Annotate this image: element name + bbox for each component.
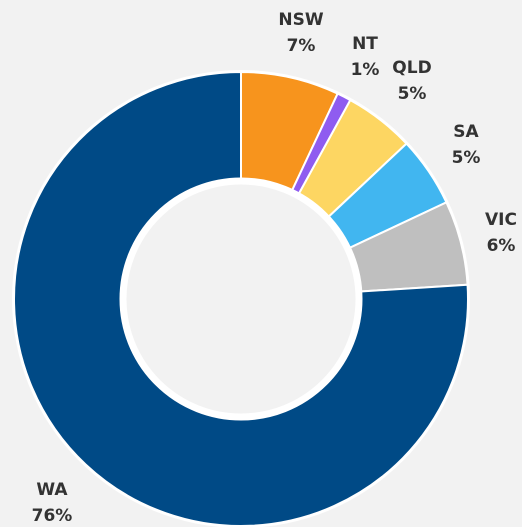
donut-hole: [119, 177, 363, 421]
segment-value-label: 76%: [32, 506, 73, 526]
segment-value-label: 6%: [487, 236, 516, 256]
segment-value-label: 1%: [351, 60, 380, 80]
segment-value-label: 7%: [287, 36, 316, 56]
segment-value-label: 5%: [398, 84, 427, 104]
segment-label: WA: [36, 480, 68, 500]
segment-label: NT: [352, 34, 378, 54]
segment-label: NSW: [278, 10, 323, 30]
segment-label: VIC: [485, 210, 517, 230]
segment-label: SA: [453, 122, 479, 142]
segment-value-label: 5%: [452, 148, 481, 168]
segment-label: QLD: [392, 58, 431, 78]
